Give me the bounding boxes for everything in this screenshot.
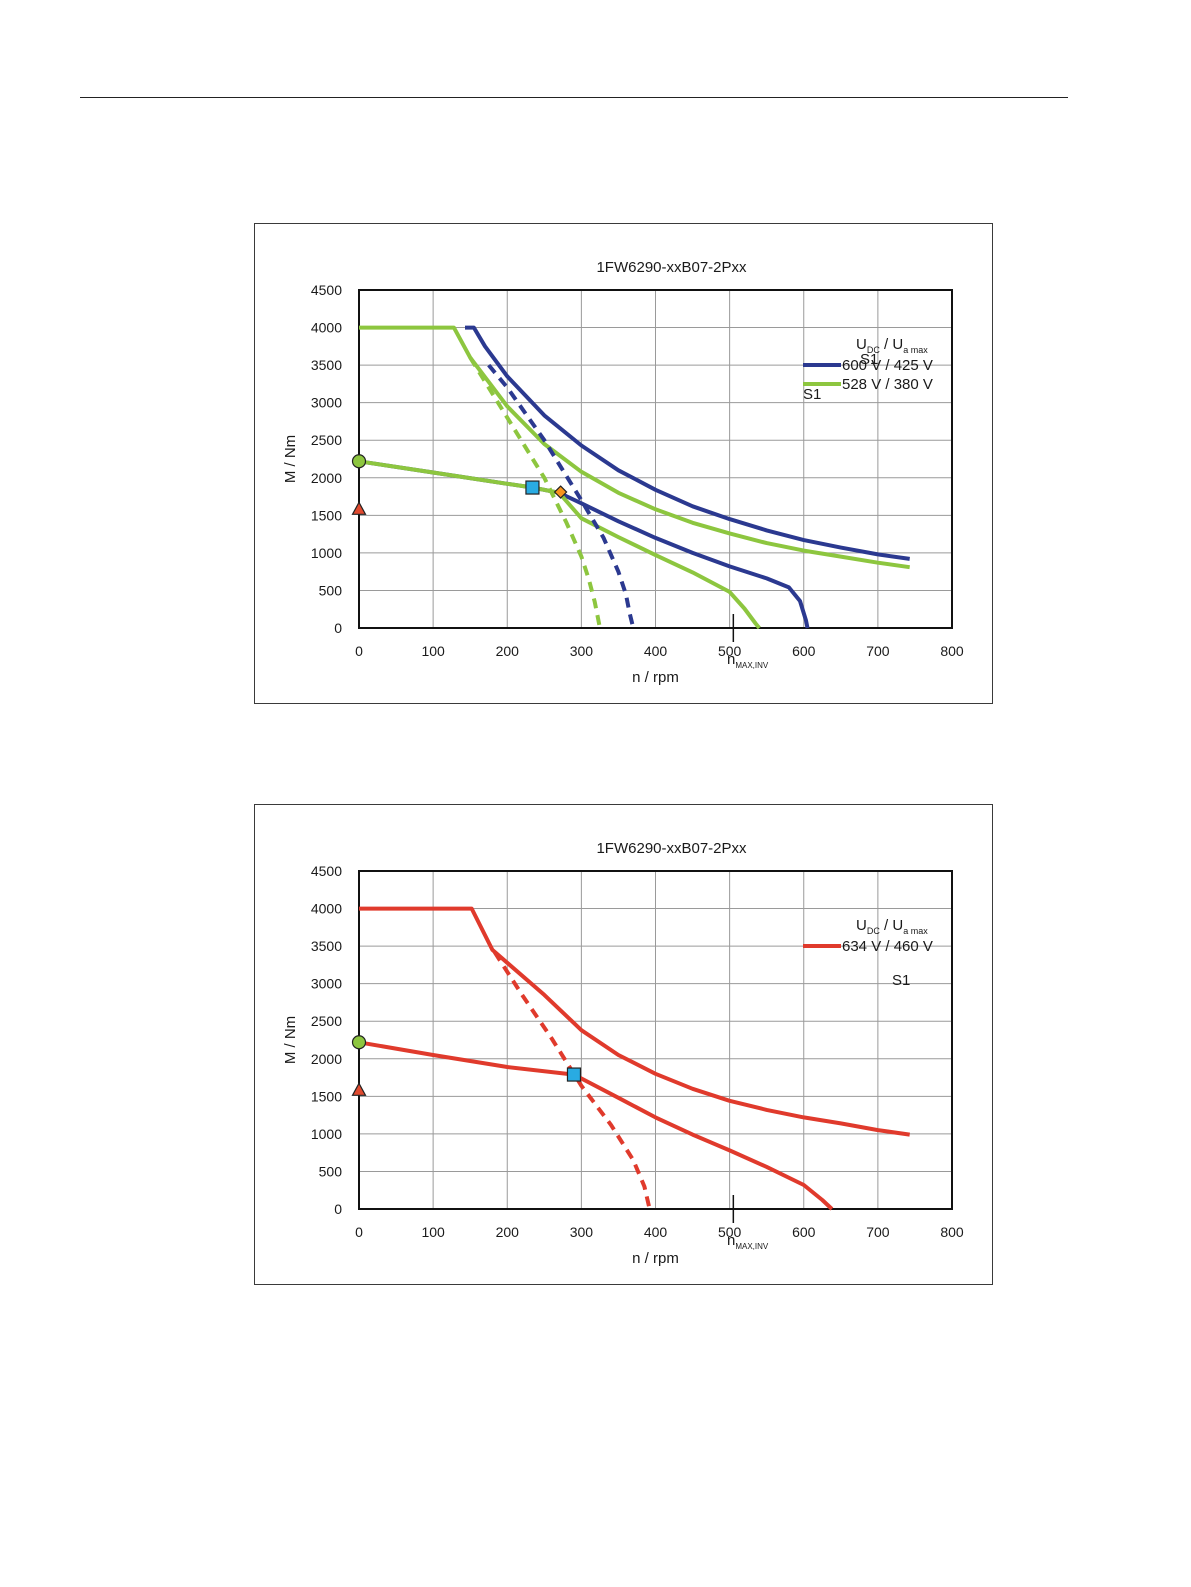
chart-title: 1FW6290-xxB07-2Pxx <box>596 259 747 276</box>
x-tick-label: 300 <box>570 1224 594 1240</box>
torque-speed-chart-2: 1FW6290-xxB07-2Pxx 0 100 200 300 400 500 600 700… <box>254 804 993 1285</box>
torque-speed-chart-1: 1FW6290-xxB07-2Pxx 0 100 200 300 400 500 600 700… <box>254 223 993 704</box>
legend-title: UDC / Ua max <box>856 917 928 936</box>
page-header-rule <box>80 97 1068 98</box>
x-tick-label: 800 <box>940 1224 964 1240</box>
x-tick-label: 100 <box>421 1224 445 1240</box>
x-tick-label: 100 <box>421 643 445 659</box>
s1-label: S1 <box>860 351 878 368</box>
series-line <box>358 1040 834 1211</box>
series-line <box>358 459 761 630</box>
x-tick-label: 400 <box>644 643 668 659</box>
y-tick-label: 3500 <box>311 938 342 954</box>
nmax-inv-label: nMAX,INV <box>727 1232 769 1251</box>
marker-triangle <box>351 501 367 515</box>
marker-square <box>566 1067 582 1082</box>
series-line <box>465 325 910 561</box>
x-tick-label: 300 <box>570 643 594 659</box>
y-tick-label: 4000 <box>311 320 342 336</box>
x-tick-label: 500 <box>718 1224 742 1240</box>
y-tick-label: 2000 <box>311 470 342 486</box>
legend-entry: 634 V / 460 V <box>842 938 933 955</box>
y-tick-label: 4000 <box>311 901 342 917</box>
x-tick-label: 200 <box>496 1224 520 1240</box>
y-tick-label: 3500 <box>311 357 342 373</box>
y-tick-label: 500 <box>319 1163 343 1179</box>
y-tick-label: 0 <box>334 620 342 636</box>
y-tick-label: 4500 <box>311 282 342 298</box>
y-tick-label: 2500 <box>311 1013 342 1029</box>
chart-svg: 1FW6290-xxB07-2Pxx 0 100 200 300 400 500 600 700… <box>282 259 964 686</box>
x-tick-label: 800 <box>940 643 964 659</box>
series-line <box>359 906 910 1137</box>
legend-entry: 600 V / 425 V <box>842 357 933 374</box>
dashed-series-line <box>487 363 636 629</box>
x-tick-label: 500 <box>718 643 742 659</box>
y-tick-label: 2500 <box>311 432 342 448</box>
s1-label: S1 <box>803 386 821 403</box>
x-tick-label: 0 <box>355 643 363 659</box>
x-tick-label: 700 <box>866 1224 890 1240</box>
marker-square <box>525 480 540 495</box>
y-tick-label: 1500 <box>311 1088 342 1104</box>
x-tick-label: 400 <box>644 1224 668 1240</box>
x-axis-label: n / rpm <box>632 1250 679 1267</box>
legend-title: UDC / Ua max <box>856 336 928 355</box>
marker-diamond <box>553 485 568 499</box>
legend-entry: 528 V / 380 V <box>842 376 933 393</box>
y-tick-label: 3000 <box>311 395 342 411</box>
x-tick-label: 200 <box>496 643 520 659</box>
x-tick-label: 0 <box>355 1224 363 1240</box>
nmax-inv-label: nMAX,INV <box>727 651 769 670</box>
y-tick-label: 500 <box>319 582 343 598</box>
y-tick-label: 2000 <box>311 1051 342 1067</box>
marker-circle <box>351 454 367 469</box>
y-tick-label: 1000 <box>311 1126 342 1142</box>
x-axis-label: n / rpm <box>632 669 679 686</box>
y-tick-label: 0 <box>334 1201 342 1217</box>
y-axis-label: M / Nm <box>282 1016 299 1064</box>
y-tick-label: 1000 <box>311 545 342 561</box>
x-tick-label: 600 <box>792 643 816 659</box>
y-tick-label: 1500 <box>311 507 342 523</box>
x-tick-label: 600 <box>792 1224 816 1240</box>
x-tick-label: 700 <box>866 643 890 659</box>
marker-circle <box>351 1035 367 1050</box>
chart-title: 1FW6290-xxB07-2Pxx <box>596 840 747 857</box>
marker-triangle <box>351 1082 367 1096</box>
y-axis-label: M / Nm <box>282 435 299 483</box>
y-tick-label: 3000 <box>311 976 342 992</box>
s1-label: S1 <box>892 972 910 989</box>
dashed-series-line <box>492 951 652 1210</box>
y-tick-label: 4500 <box>311 863 342 879</box>
chart-svg: 1FW6290-xxB07-2Pxx 0 100 200 300 400 500 600 700… <box>282 840 964 1267</box>
dashed-series-line <box>468 356 602 629</box>
